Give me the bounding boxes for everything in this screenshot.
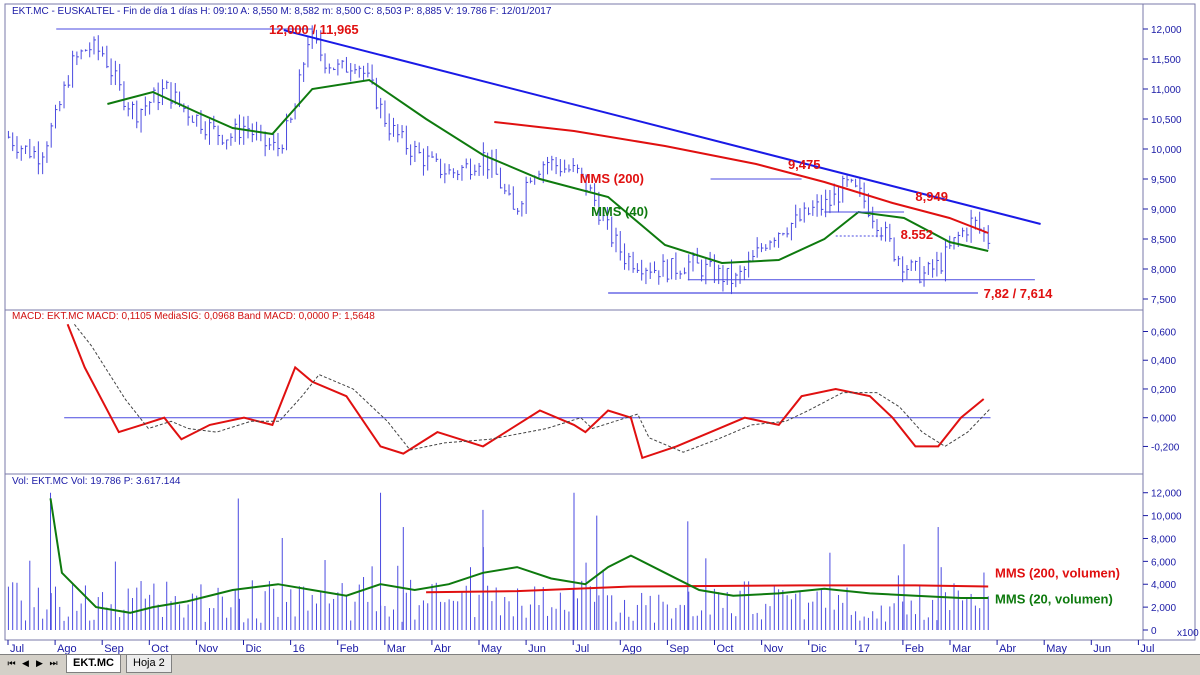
macd-line — [66, 323, 985, 460]
x-month-label: Jun — [1093, 643, 1111, 654]
annotation-support: 7,82 / 7,614 — [984, 286, 1053, 301]
macd-pane-header: MACD: EKT.MC MACD: 0,1105 MediaSIG: 0,09… — [12, 311, 375, 322]
annotation-12000: 12,000 / 11,965 — [269, 22, 359, 37]
resistance-line — [283, 29, 1041, 225]
volume-y-label: 4,000 — [1151, 580, 1176, 591]
x-month-label: May — [481, 643, 502, 654]
vol-sma200-line — [426, 584, 989, 594]
sheet-tab-bar: ⏮ ◀ ▶ ⏭ EKT.MC Hoja 2 — [0, 654, 1200, 675]
vol-sma20-line — [49, 498, 989, 614]
price-y-label: 8,000 — [1151, 265, 1176, 276]
x-month-label: Oct — [717, 643, 734, 654]
macd-signal-line — [74, 323, 991, 453]
price-y-label: 9,500 — [1151, 175, 1176, 186]
price-pane-header: EKT.MC - EUSKALTEL - Fin de día 1 días H… — [12, 6, 552, 17]
x-month-label: Mar — [952, 643, 971, 654]
price-y-label: 8,500 — [1151, 235, 1176, 246]
volume-y-label: 8,000 — [1151, 534, 1176, 545]
chart-area: EKT.MC - EUSKALTEL - Fin de día 1 días H… — [4, 3, 1199, 654]
annotation-vol-sma20: MMS (20, volumen) — [995, 592, 1113, 607]
x-month-label: May — [1046, 643, 1067, 654]
x-month-label: Mar — [387, 643, 406, 654]
pane-frame — [4, 309, 1144, 475]
volume-y-label: 6,000 — [1151, 557, 1176, 568]
tab-hoja-2[interactable]: Hoja 2 — [126, 655, 172, 673]
x-month-label: Feb — [905, 643, 924, 654]
annotation-8949: 8,949 — [915, 189, 948, 204]
x-month-label: Nov — [764, 643, 784, 654]
volume-unit-tag: x100 — [1177, 628, 1199, 639]
macd-y-label: 0,600 — [1151, 327, 1176, 338]
price-y-label: 9,000 — [1151, 205, 1176, 216]
annotation-sma200: MMS (200) — [580, 171, 644, 186]
pane-frame — [4, 3, 1144, 311]
x-month-label: Ago — [622, 643, 642, 654]
volume-y-label: 12,000 — [1151, 489, 1182, 500]
x-month-label: Jul — [575, 643, 589, 654]
annotation-sma40: MMS (40) — [591, 204, 648, 219]
last-sheet-icon[interactable]: ⏭ — [49, 659, 58, 669]
x-month-label: Jul — [10, 643, 24, 654]
next-sheet-icon[interactable]: ▶ — [36, 659, 43, 669]
y-axis-strip — [1142, 3, 1196, 641]
price-y-label: 10,000 — [1151, 145, 1182, 156]
volume-y-label: 0 — [1151, 626, 1157, 637]
tab-ekt-mc[interactable]: EKT.MC — [66, 655, 121, 673]
macd-y-label: 0,200 — [1151, 385, 1176, 396]
x-month-label: Ago — [57, 643, 77, 654]
x-month-label: Nov — [198, 643, 218, 654]
annotation-vol-sma200: MMS (200, volumen) — [995, 565, 1120, 580]
price-y-label: 11,500 — [1151, 55, 1181, 66]
price-y-label: 7,500 — [1151, 295, 1176, 306]
prev-sheet-icon[interactable]: ◀ — [22, 659, 29, 669]
macd-y-label: 0,400 — [1151, 356, 1176, 367]
x-month-label: Sep — [669, 643, 689, 654]
annotation-8552: 8.552 — [901, 227, 934, 242]
price-y-label: 12,000 — [1151, 25, 1182, 36]
x-month-label: Feb — [340, 643, 359, 654]
x-month-label: Jun — [528, 643, 546, 654]
x-month-label: 16 — [293, 643, 305, 654]
first-sheet-icon[interactable]: ⏮ — [7, 659, 16, 669]
macd-y-label: 0,000 — [1151, 414, 1176, 425]
x-month-label: Dic — [246, 643, 262, 654]
x-month-label: Jul — [1140, 643, 1154, 654]
x-month-label: Dic — [811, 643, 827, 654]
price-y-label: 11,000 — [1151, 85, 1181, 96]
x-month-label: Oct — [151, 643, 168, 654]
volume-y-label: 10,000 — [1151, 512, 1182, 523]
macd-y-label: -0,200 — [1151, 442, 1180, 453]
volume-pane-header: Vol: EKT.MC Vol: 19.786 P: 3.617.144 — [12, 476, 181, 487]
x-month-label: 17 — [858, 643, 870, 654]
x-month-label: Abr — [434, 643, 451, 654]
annotation-9475: 9,475 — [788, 157, 821, 172]
sma200-line — [494, 121, 989, 234]
volume-y-label: 2,000 — [1151, 603, 1176, 614]
price-y-label: 10,500 — [1151, 115, 1182, 126]
x-month-label: Sep — [104, 643, 124, 654]
x-month-label: Abr — [999, 643, 1016, 654]
